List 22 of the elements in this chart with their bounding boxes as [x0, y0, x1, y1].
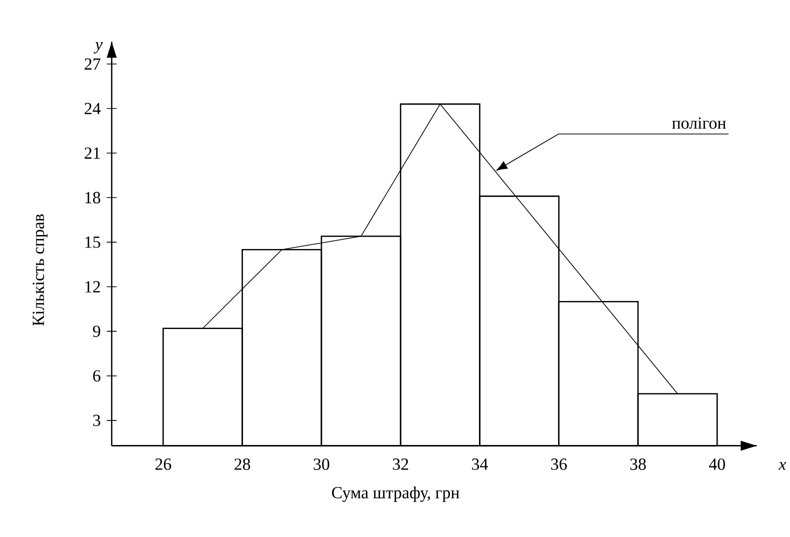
y-tick-label: 18: [85, 192, 100, 204]
y-tick-label: 3: [93, 414, 100, 426]
y-tick-label: 27: [84, 58, 100, 70]
x-tick-label: 36: [551, 458, 567, 470]
y-axis-title: Кількість справ: [32, 214, 48, 326]
x-tick-label: 32: [392, 458, 408, 470]
x-tick-label: 38: [630, 458, 646, 470]
x-axis-title: Сума штрафу, грн: [332, 486, 460, 502]
y-tick-label: 9: [92, 326, 100, 338]
x-tick-label: 30: [314, 458, 330, 470]
x-tick-label: 40: [709, 458, 725, 470]
y-tick-label: 12: [85, 281, 100, 292]
y-tick-label: 6: [93, 370, 100, 382]
x-tick-label: 28: [234, 458, 250, 470]
y-tick-label: 15: [85, 236, 100, 248]
x-tick-label: 26: [155, 458, 172, 470]
y-tick-label: 21: [84, 147, 100, 159]
y-tick-label: 24: [84, 102, 101, 114]
text: y: [94, 42, 103, 54]
annotation: полігон: [672, 117, 726, 129]
x-tick-label: 34: [472, 458, 488, 470]
text: x: [778, 462, 786, 470]
